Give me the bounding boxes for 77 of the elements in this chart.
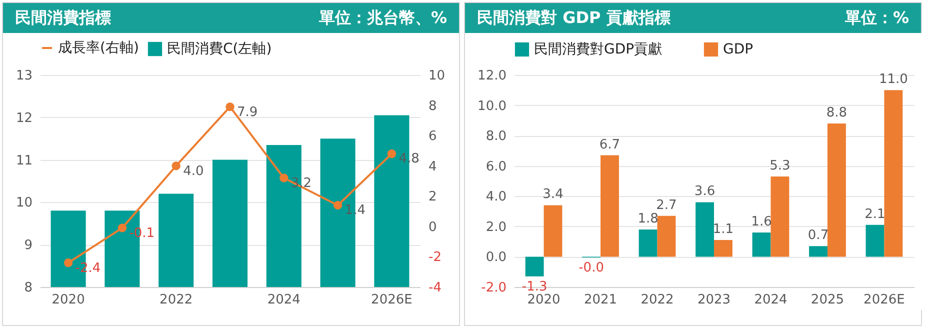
y-tick-label: 8 [24,280,32,296]
x-tick-label: 2021 [584,292,618,308]
data-label: 7.9 [237,104,258,120]
y-tick-label: 9 [24,238,32,254]
data-label: 4.0 [183,164,204,179]
x-tick-label: 2023 [697,292,731,308]
x-tick-label: 2026E [864,292,905,308]
legend-label: 成長率(右軸) [58,40,139,56]
data-label: 6.7 [599,137,620,152]
point [333,200,342,210]
point [64,258,73,268]
data-label: -0.0 [578,260,604,276]
bar [714,240,732,257]
y-tick-label: 6.0 [486,159,506,174]
y-tick-label: -2.0 [481,280,506,296]
bar [525,256,544,276]
y2-tick-label: -4 [428,280,442,296]
data-label: 2.1 [864,206,886,222]
data-label: 1.1 [712,222,734,238]
data-label: 2.7 [656,198,677,213]
text: 單位：% [844,8,909,28]
y2-tick-label: 4 [428,159,437,174]
y-tick-label: 12.0 [478,68,506,84]
point [387,149,396,158]
y2-tick-label: 6 [428,129,437,144]
y-tick-label: 13 [16,68,32,84]
y-tick-label: 2.0 [486,220,506,235]
y-tick-label: 11 [16,153,32,168]
bar [827,123,846,257]
bar [638,229,658,257]
y-tick-label: 8.0 [486,129,506,144]
y-tick-label: 10.0 [478,98,506,114]
y-tick-label: 4.0 [486,190,506,205]
data-label: 3.6 [694,184,716,200]
point [280,174,288,182]
x-tick-label: 2025 [810,292,844,308]
y-tick-label: 10 [16,196,32,211]
bar [544,205,562,257]
y2-tick-label: 8 [428,98,437,114]
bar [809,246,828,257]
data-label: 3.4 [542,187,564,202]
y2-tick-label: 2 [428,190,437,205]
data-label: 5.3 [770,158,790,174]
point [226,102,234,112]
x-tick-label: 2020 [527,292,560,308]
x-tick-label: 2026E [371,292,412,308]
data-label: 3.2 [290,176,312,191]
data-label: 1.4 [344,203,366,218]
text: 單位：兆台幣、% [318,8,447,28]
data-label: 8.8 [826,105,848,120]
bar [696,202,714,257]
legend-label: 民間消費對GDP貢獻 [534,41,662,58]
chart-title: 民間消費指標 [15,8,111,28]
bar [600,155,619,257]
bar [770,176,790,257]
x-tick-label: 2020 [52,292,85,308]
legend-label: GDP [723,41,754,58]
x-tick-label: 2022 [640,292,674,308]
y2-tick-label: -2 [428,250,442,266]
data-label: 0.7 [808,228,829,244]
y2-tick-label: 0 [428,220,437,235]
bar [657,216,676,257]
bar [884,90,903,257]
point [172,162,180,170]
data-label: 11.0 [878,72,908,88]
bar [866,224,884,257]
data-label: -1.3 [522,279,548,294]
y-tick-label: 0.0 [486,250,506,266]
x-tick-label: 2024 [267,292,300,308]
legend-label: 民間消費C(左軸) [167,41,272,57]
bar [752,232,771,257]
point [118,224,127,232]
y2-tick-label: 10 [428,68,446,84]
x-tick-label: 2022 [160,292,193,308]
chart-title: 民間消費對 GDP 貢獻指標 [477,8,670,28]
x-tick-label: 2024 [754,292,788,308]
y-tick-label: 12 [16,110,32,126]
